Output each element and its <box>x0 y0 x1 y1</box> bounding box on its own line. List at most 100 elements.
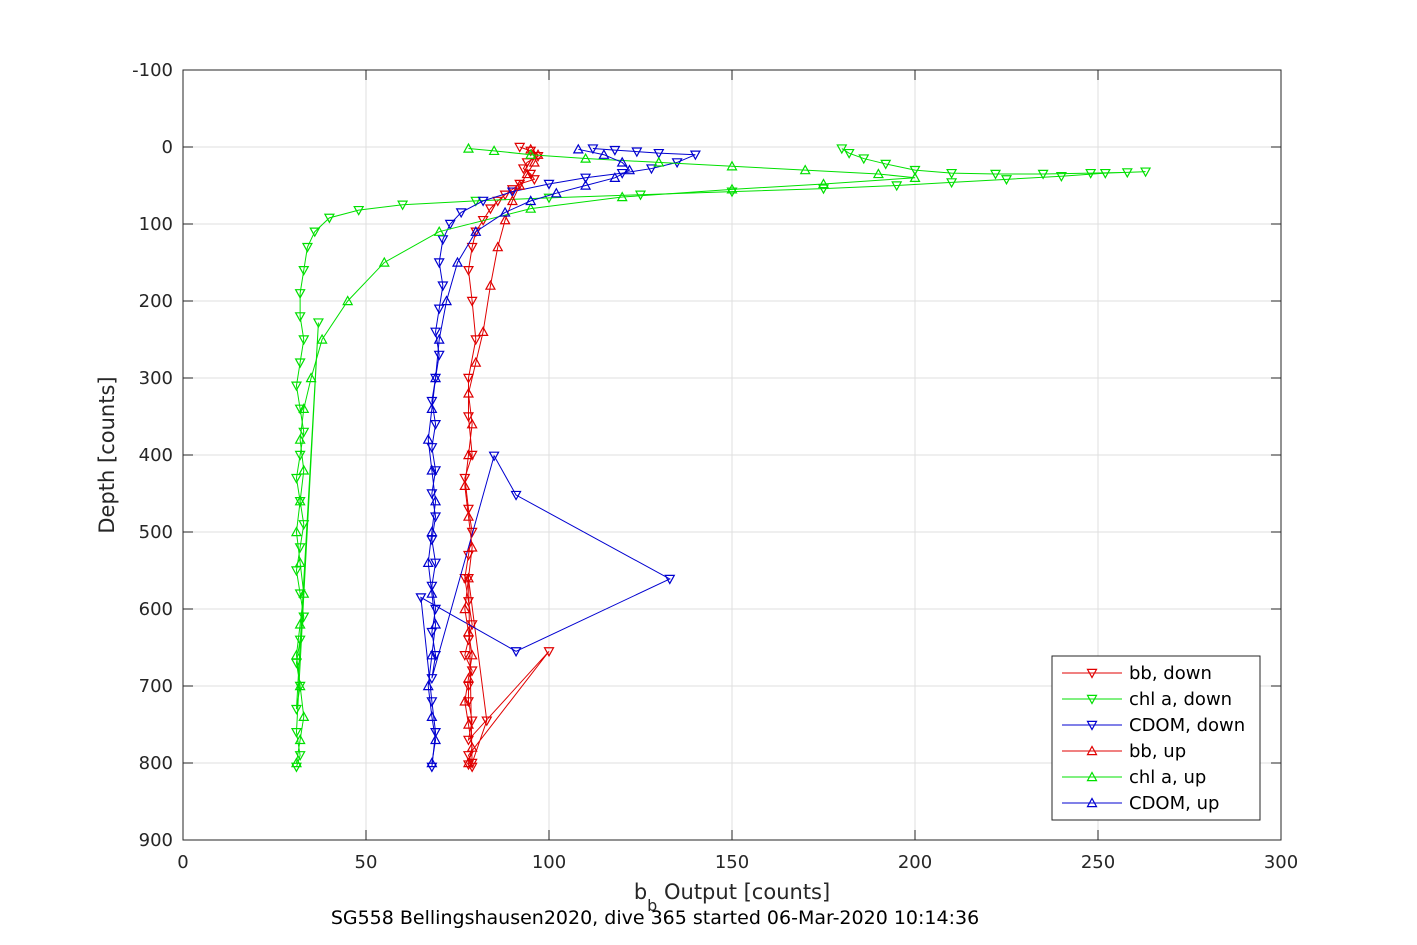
data-point <box>430 466 442 477</box>
legend-marker <box>1086 745 1098 756</box>
data-point <box>294 433 306 444</box>
data-point <box>316 333 328 344</box>
data-point <box>517 164 529 175</box>
x-tick-label: 300 <box>1264 852 1298 873</box>
data-point <box>946 178 958 189</box>
data-point <box>470 196 482 207</box>
data-point <box>433 350 445 361</box>
data-point <box>451 256 464 267</box>
data-point <box>422 680 434 691</box>
data-point <box>543 179 555 190</box>
data-point <box>301 242 313 253</box>
data-point <box>624 164 636 175</box>
data-point <box>462 412 474 423</box>
data-point <box>616 191 628 202</box>
legend-entry: chl a, down <box>1062 689 1232 710</box>
data-point <box>466 418 478 429</box>
data-point <box>462 626 474 637</box>
legend-label: bb, down <box>1129 663 1212 684</box>
data-point <box>477 215 489 226</box>
data-point <box>1140 167 1152 178</box>
data-point <box>430 420 442 430</box>
data-point <box>294 289 306 300</box>
data-point <box>462 266 474 276</box>
data-point <box>426 403 438 413</box>
data-point <box>1099 168 1111 179</box>
data-point <box>909 165 921 176</box>
data-point <box>462 718 474 729</box>
data-point <box>1037 169 1049 180</box>
data-point <box>433 333 445 344</box>
series-layer <box>290 142 1152 773</box>
data-point <box>726 183 738 194</box>
data-point <box>437 281 449 292</box>
x-tick-label: 50 <box>355 852 378 873</box>
data-point <box>946 168 958 179</box>
data-point <box>462 697 474 708</box>
data-point <box>477 196 489 207</box>
data-point <box>298 266 310 276</box>
data-point <box>598 148 610 159</box>
series-chl-a-up <box>290 142 921 768</box>
x-tick-label: 0 <box>177 852 188 873</box>
data-point <box>415 593 427 604</box>
data-point <box>430 558 442 569</box>
data-point <box>664 574 676 585</box>
data-point <box>506 185 518 196</box>
data-point <box>499 206 511 217</box>
data-point <box>433 304 445 315</box>
data-point <box>294 312 306 323</box>
data-point <box>444 219 456 230</box>
data-point <box>430 372 442 383</box>
data-point <box>426 396 438 407</box>
data-point <box>294 557 306 568</box>
legend-marker <box>1086 771 1098 782</box>
data-point <box>294 734 306 745</box>
data-point <box>466 649 478 660</box>
data-point <box>378 256 390 267</box>
data-point <box>477 326 489 336</box>
data-point <box>298 711 310 722</box>
data-point <box>290 473 302 484</box>
legend-label: CDOM, up <box>1129 793 1219 814</box>
data-point <box>470 335 482 346</box>
data-point <box>872 168 884 179</box>
data-point <box>645 164 657 175</box>
data-point <box>430 734 442 745</box>
legend-box <box>1051 655 1261 821</box>
data-point <box>426 526 438 537</box>
ticks: 0 50 100 150 200 250 300 -100 0 100 200 300 400 500 60… <box>132 60 1298 873</box>
data-point <box>290 649 302 660</box>
data-point <box>616 156 628 167</box>
data-point <box>290 381 302 392</box>
data-point <box>462 373 474 384</box>
data-point <box>532 148 544 159</box>
data-point <box>470 225 482 236</box>
data-point <box>426 581 438 592</box>
x-axis-label: bb Output [counts] <box>634 880 830 915</box>
data-point <box>1121 168 1133 179</box>
data-point <box>294 680 306 691</box>
legend-label: chl a, down <box>1129 689 1232 710</box>
data-point <box>298 427 310 438</box>
data-point <box>462 449 474 460</box>
y-axis-label: Depth [counts] <box>95 376 119 533</box>
data-point <box>488 451 500 462</box>
data-point <box>294 589 306 600</box>
data-point <box>506 195 518 206</box>
data-point <box>528 156 540 167</box>
y-tick-label: 100 <box>139 214 173 235</box>
data-point <box>525 202 537 213</box>
legend-label: CDOM, down <box>1129 715 1245 736</box>
data-point <box>631 147 643 158</box>
data-point <box>459 480 471 490</box>
y-tick-label: 300 <box>139 368 173 389</box>
data-point <box>1085 168 1097 179</box>
data-point <box>426 464 438 475</box>
data-point <box>298 464 310 475</box>
data-point <box>298 612 310 623</box>
data-point <box>521 168 533 179</box>
data-point <box>492 196 504 207</box>
data-point <box>525 195 537 206</box>
